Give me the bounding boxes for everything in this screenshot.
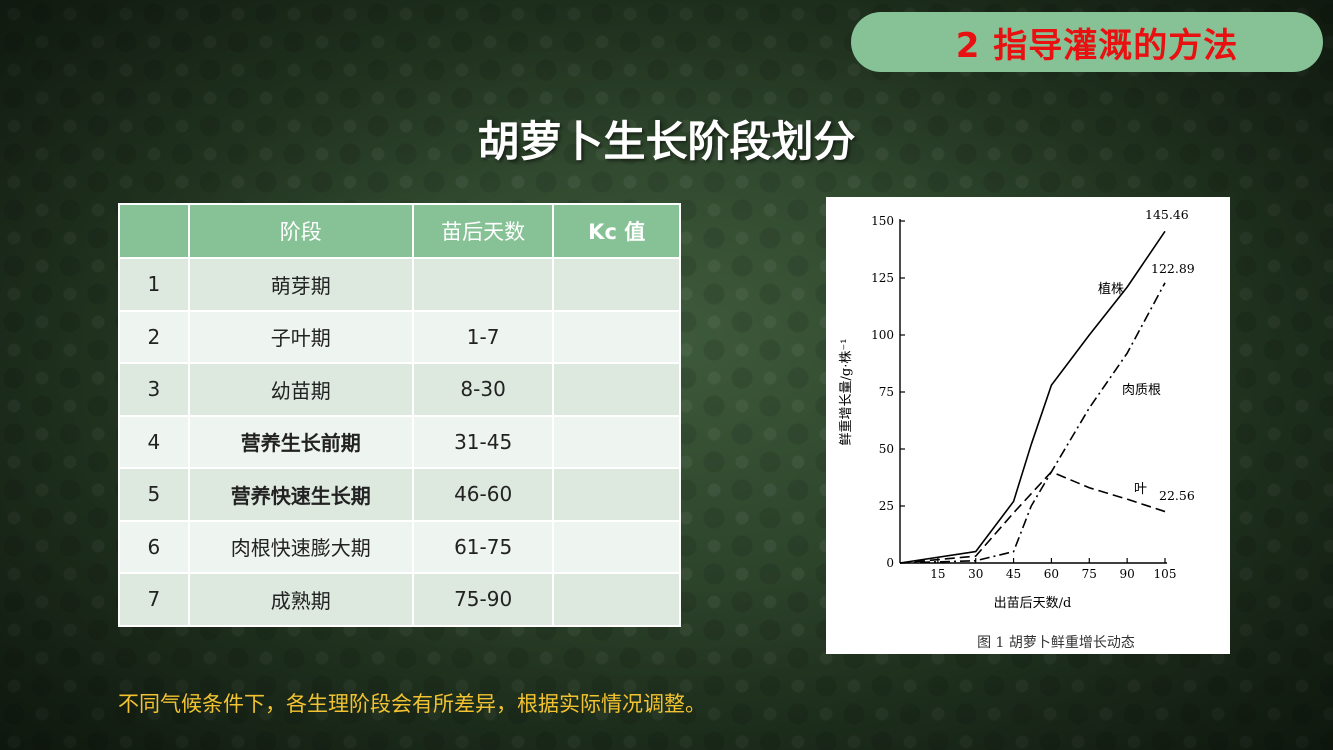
- figure-caption: 图 1 胡萝卜鲜重增长动态: [977, 635, 1135, 651]
- row-index: 6: [118, 519, 190, 574]
- row-days: 31-45: [411, 414, 555, 469]
- series-line-3: [899, 470, 1166, 564]
- table-row: 1 萌芽期: [118, 257, 681, 312]
- y-tick-label: 25: [879, 499, 894, 513]
- row-kc: [552, 467, 681, 522]
- row-stage: 幼苗期: [187, 362, 414, 417]
- series-line-2: [899, 282, 1166, 564]
- series-name-label: 肉质根: [1122, 383, 1161, 398]
- row-index: 5: [118, 467, 190, 522]
- row-kc: [552, 257, 681, 312]
- x-tick-label: 60: [1044, 567, 1059, 581]
- row-days: [411, 257, 555, 312]
- row-kc: [552, 572, 681, 627]
- row-days: 61-75: [411, 519, 555, 574]
- table-row: 2 子叶期 1-7: [118, 309, 681, 364]
- row-stage: 营养快速生长期: [187, 467, 414, 522]
- x-tick-label: 105: [1154, 567, 1177, 581]
- row-days: 75-90: [411, 572, 555, 627]
- x-tick-label: 15: [930, 567, 945, 581]
- growth-chart-figure: 0 25 50 75 100 125 150 15 30 45 60 75 90 105 出苗后天数/d 鲜重…: [826, 197, 1230, 654]
- header-stage: 阶段: [187, 203, 414, 259]
- page-title: 胡萝卜生长阶段划分: [477, 117, 856, 166]
- table-row: 5 营养快速生长期 46-60: [118, 467, 681, 522]
- row-stage: 萌芽期: [187, 257, 414, 312]
- row-stage: 肉根快速膨大期: [187, 519, 414, 574]
- row-days: 8-30: [411, 362, 555, 417]
- row-stage: 子叶期: [187, 309, 414, 364]
- row-index: 2: [118, 309, 190, 364]
- y-tick-label: 0: [886, 556, 894, 570]
- row-kc: [552, 362, 681, 417]
- row-days: 1-7: [411, 309, 555, 364]
- x-tick-label: 30: [968, 567, 983, 581]
- row-kc: [552, 309, 681, 364]
- table-row: 6 肉根快速膨大期 61-75: [118, 519, 681, 574]
- growth-stage-table: 阶段 苗后天数 Kc 值 1 萌芽期 2 子叶期 1-7 3 幼苗期 8-30 4 营养生长前期 3…: [118, 203, 681, 627]
- section-label: 2 指导灌溉的方法: [851, 12, 1323, 72]
- section-label-text: 2 指导灌溉的方法: [955, 25, 1239, 66]
- row-stage: 营养生长前期: [187, 414, 414, 469]
- x-tick-label: 45: [1006, 567, 1021, 581]
- table-header-row: 阶段 苗后天数 Kc 值: [118, 203, 681, 259]
- footer-note: 不同气候条件下，各生理阶段会有所差异，根据实际情况调整。: [118, 692, 706, 716]
- header-kc: Kc 值: [552, 203, 681, 259]
- y-tick-label: 125: [871, 271, 894, 285]
- series-end-value-label: 122.89: [1151, 261, 1195, 276]
- x-axis-label: 出苗后天数/d: [994, 596, 1072, 611]
- table-row: 7 成熟期 75-90: [118, 572, 681, 627]
- row-stage: 成熟期: [187, 572, 414, 627]
- row-days: 46-60: [411, 467, 555, 522]
- row-index: 3: [118, 362, 190, 417]
- series-name-label: 植株: [1098, 282, 1124, 297]
- row-index: 7: [118, 572, 190, 627]
- y-tick-label: 75: [879, 385, 894, 399]
- y-tick-label: 100: [871, 328, 894, 342]
- series-line-1: [899, 230, 1166, 564]
- row-kc: [552, 519, 681, 574]
- row-index: 4: [118, 414, 190, 469]
- series-end-value-label: 22.56: [1159, 488, 1195, 503]
- y-tick-label: 50: [879, 442, 894, 456]
- row-index: 1: [118, 257, 190, 312]
- header-days: 苗后天数: [411, 203, 555, 259]
- header-index: [118, 203, 190, 259]
- y-axis-label: 鲜重增长量/g·株⁻¹: [838, 339, 854, 446]
- table-row: 4 营养生长前期 31-45: [118, 414, 681, 469]
- series-name-label: 叶: [1134, 482, 1147, 497]
- growth-chart: 0 25 50 75 100 125 150 15 30 45 60 75 90 105 出苗后天数/d 鲜重…: [838, 207, 1195, 651]
- series-end-value-label: 145.46: [1145, 207, 1189, 222]
- row-kc: [552, 414, 681, 469]
- y-tick-label: 150: [871, 214, 894, 228]
- x-tick-label: 90: [1120, 567, 1135, 581]
- x-tick-label: 75: [1082, 567, 1097, 581]
- table-row: 3 幼苗期 8-30: [118, 362, 681, 417]
